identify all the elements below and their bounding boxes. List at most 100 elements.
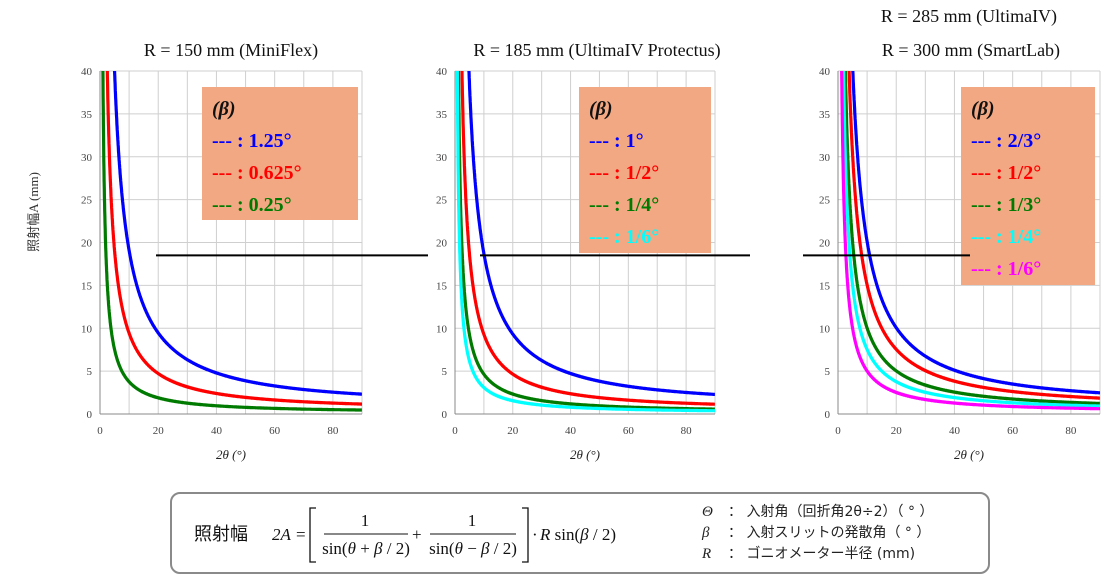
legend-entry-1: --- : 1°: [589, 130, 644, 152]
y-tick-label: 10: [81, 323, 93, 335]
series-line-4: [841, 71, 1100, 408]
y-tick-label: 40: [436, 66, 448, 78]
y-tick-label: 25: [436, 195, 448, 207]
chart-title: R = 150 mm (MiniFlex): [144, 40, 318, 61]
y-tick-label: 20: [819, 238, 831, 250]
svg-text:1: 1: [361, 511, 370, 530]
chart-subtitle: R = 300 mm (SmartLab): [882, 40, 1060, 61]
svg-text:2A: 2A: [272, 525, 292, 544]
x-tick-label: 0: [97, 425, 103, 437]
x-tick-label: 20: [153, 425, 165, 437]
x-tick-label: 20: [891, 425, 903, 437]
svg-text:sin(θ − β / 2): sin(θ − β / 2): [429, 539, 517, 558]
y-tick-label: 10: [436, 323, 448, 335]
svg-text:·: ·: [532, 525, 538, 544]
x-tick-label: 80: [327, 425, 339, 437]
x-axis-label: 2θ (°): [216, 447, 246, 462]
y-tick-label: 15: [436, 280, 448, 292]
y-tick-label: 0: [87, 409, 93, 421]
legend-header: (β): [589, 98, 613, 120]
legend-entry-3: --- : 0.25°: [212, 194, 292, 216]
legend-box: [579, 87, 711, 253]
x-tick-label: 60: [269, 425, 281, 437]
legend-entry-2: --- : 1/2°: [589, 162, 659, 184]
legend-header: (β): [971, 98, 995, 120]
x-tick-label: 80: [681, 425, 693, 437]
series-line-1: [112, 71, 362, 396]
y-tick-label: 20: [81, 238, 93, 250]
y-tick-label: 40: [81, 66, 93, 78]
chart-title: R = 285 mm (UltimaIV): [881, 6, 1057, 27]
chart-panel-1: 0 5 10 15 20 25 30 35 40 0 20 40 60 80 2θ (°) R = 150 m…: [81, 40, 428, 462]
y-tick-label: 30: [81, 152, 93, 164]
y-tick-label: 20: [436, 238, 448, 250]
legend-box: [961, 87, 1095, 285]
svg-text:1: 1: [468, 511, 477, 530]
legend-header: (β): [212, 98, 236, 120]
series-line-2: [847, 71, 1100, 400]
series-line-4: [455, 71, 715, 413]
x-tick-label: 60: [623, 425, 635, 437]
x-tick-label: 40: [565, 425, 577, 437]
chart-panel-2: 0 5 10 15 20 25 30 35 40 0 20 40 60 80 2θ (°) R = 185 m…: [436, 40, 750, 462]
y-tick-label: 5: [87, 366, 93, 378]
x-tick-label: 0: [452, 425, 458, 437]
formula-equation: 2A = 1 sin(θ + β / 2) + 1 sin(θ − β / 2)…: [272, 507, 616, 563]
legend-box: [202, 87, 358, 220]
x-axis-label: 2θ (°): [954, 447, 984, 462]
y-tick-label: 5: [442, 366, 448, 378]
legend-entry-1: --- : 1.25°: [212, 130, 292, 152]
svg-text:=: =: [296, 525, 306, 544]
y-tick-label: 30: [436, 152, 448, 164]
x-tick-label: 40: [211, 425, 223, 437]
series-line-5: [840, 71, 1100, 411]
x-tick-label: 0: [835, 425, 841, 437]
svg-text:R sin(β / 2): R sin(β / 2): [539, 525, 616, 544]
y-tick-label: 30: [819, 152, 831, 164]
svg-text:+: +: [412, 525, 422, 544]
y-tick-label: 5: [825, 366, 831, 378]
x-tick-label: 60: [1007, 425, 1019, 437]
legend-entry-3: --- : 1/4°: [589, 194, 659, 216]
y-tick-label: 0: [825, 409, 831, 421]
y-tick-label: 0: [442, 409, 448, 421]
legend-entry-3: --- : 1/3°: [971, 194, 1041, 216]
x-axis-label: 2θ (°): [570, 447, 600, 462]
legend-entry-4: --- : 1/6°: [589, 226, 659, 248]
series-line-3: [101, 71, 362, 412]
x-tick-label: 80: [1065, 425, 1077, 437]
y-tick-label: 40: [819, 66, 831, 78]
definition-beta: β： 入射スリットの発散角（ ° ）: [702, 525, 931, 541]
y-tick-label: 35: [819, 109, 831, 121]
series-line-3: [456, 71, 715, 411]
formula-box: 照射幅 2A = 1 sin(θ + β / 2) + 1 sin(θ − β …: [170, 492, 990, 574]
series-line-1: [851, 71, 1100, 395]
series-line-2: [105, 71, 362, 406]
chart-canvas: 照射幅A (mm) 0 5 10 15 20 25 30 35 40 0 20 40 60 80 2θ (°)…: [26, 6, 1101, 462]
y-tick-label: 35: [436, 109, 448, 121]
formula-definitions: Θ： 入射角（回折角2θ÷2）（ ° ） β： 入射スリットの発散角（ ° ） …: [702, 502, 933, 565]
y-axis-label: 照射幅A (mm): [26, 172, 41, 252]
series-line-2: [460, 71, 715, 406]
y-tick-label: 25: [81, 195, 93, 207]
series-line-3: [843, 71, 1100, 405]
chart-panel-3: 0 5 10 15 20 25 30 35 40 0 20 40 60 80 2θ (°) R = 285 m…: [803, 6, 1101, 462]
legend-entry-2: --- : 1/2°: [971, 162, 1041, 184]
y-tick-label: 10: [819, 323, 831, 335]
y-tick-label: 15: [819, 280, 831, 292]
definition-theta: Θ： 入射角（回折角2θ÷2）（ ° ）: [702, 504, 934, 520]
legend-entry-5: --- : 1/6°: [971, 258, 1041, 280]
formula-label: 照射幅: [194, 524, 248, 545]
svg-text:sin(θ + β / 2): sin(θ + β / 2): [322, 539, 410, 558]
x-tick-label: 40: [949, 425, 961, 437]
legend-entry-2: --- : 0.625°: [212, 162, 302, 184]
legend-entry-1: --- : 2/3°: [971, 130, 1041, 152]
x-tick-label: 20: [507, 425, 519, 437]
y-tick-label: 35: [81, 109, 93, 121]
y-tick-label: 15: [81, 280, 93, 292]
legend-entry-4: --- : 1/4°: [971, 226, 1041, 248]
definition-r: R： ゴニオメーター半径 (mm): [702, 546, 916, 562]
series-line-1: [467, 71, 715, 396]
y-tick-label: 25: [819, 195, 831, 207]
chart-title: R = 185 mm (UltimaIV Protectus): [473, 40, 720, 61]
